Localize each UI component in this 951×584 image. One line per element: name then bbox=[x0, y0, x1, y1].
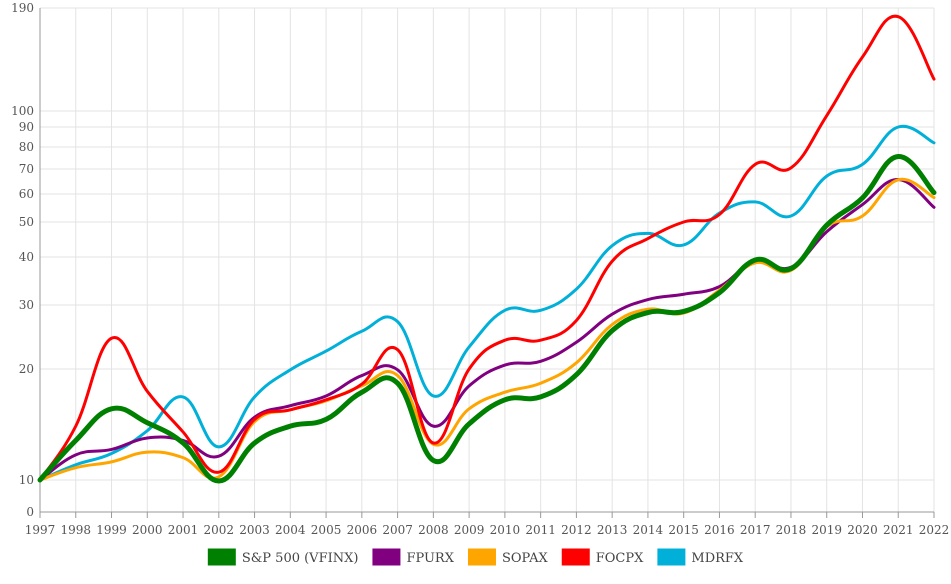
series-lines bbox=[37, 14, 937, 484]
x-tick-label: 2016 bbox=[704, 523, 735, 537]
legend[interactable]: S&P 500 (VFINX) FPURX SOPAX FOCPX MDRFX bbox=[207, 548, 744, 567]
legend-swatch bbox=[467, 548, 496, 566]
x-tick-label: 2000 bbox=[132, 523, 163, 537]
x-tick-label: 2015 bbox=[668, 523, 699, 537]
x-tick-label: 2013 bbox=[597, 523, 628, 537]
y-tick-label: 40 bbox=[19, 250, 34, 264]
legend-item-fpurx[interactable]: FPURX bbox=[372, 548, 455, 567]
x-tick-label: 2017 bbox=[740, 523, 771, 537]
x-tick-label: 2003 bbox=[239, 523, 270, 537]
y-tick-label: 50 bbox=[19, 215, 34, 229]
x-tick-label: 2020 bbox=[847, 523, 878, 537]
legend-swatch bbox=[372, 548, 401, 566]
legend-label: MDRFX bbox=[691, 551, 744, 566]
axes bbox=[39, 8, 935, 518]
series-line-mdrfx bbox=[38, 124, 936, 482]
series-line-s-p-500-vfinx bbox=[37, 154, 937, 484]
legend-item-s-p-500-vfinx[interactable]: S&P 500 (VFINX) bbox=[207, 548, 359, 567]
legend-item-sopax[interactable]: SOPAX bbox=[467, 548, 549, 567]
y-tick-label: 0 bbox=[26, 505, 34, 519]
x-tick-label: 2010 bbox=[490, 523, 521, 537]
y-tick-label: 70 bbox=[19, 162, 34, 176]
x-tick-label: 2022 bbox=[919, 523, 950, 537]
y-tick-label: 80 bbox=[19, 140, 34, 154]
x-tick-label: 2012 bbox=[561, 523, 592, 537]
y-tick-label: 60 bbox=[19, 187, 34, 201]
legend-label: S&P 500 (VFINX) bbox=[242, 551, 359, 566]
x-tick-label: 2001 bbox=[168, 523, 199, 537]
x-tick-label: 2007 bbox=[382, 523, 413, 537]
legend-label: SOPAX bbox=[502, 551, 549, 566]
y-axis-ticks: 0 10 20 30 40 50 60 70 80 90 100 190 bbox=[11, 1, 34, 519]
x-tick-label: 2008 bbox=[418, 523, 449, 537]
x-tick-label: 2014 bbox=[633, 523, 664, 537]
series-line-focpx bbox=[38, 14, 936, 482]
y-tick-label: 30 bbox=[19, 298, 34, 312]
x-tick-label: 2006 bbox=[347, 523, 378, 537]
y-tick-label: 10 bbox=[19, 473, 34, 487]
legend-swatch bbox=[657, 548, 686, 566]
legend-label: FOCPX bbox=[596, 551, 644, 566]
y-tick-label: 100 bbox=[11, 104, 34, 118]
x-tick-label: 2004 bbox=[275, 523, 306, 537]
x-tick-label: 1998 bbox=[60, 523, 91, 537]
y-tick-label: 20 bbox=[19, 362, 34, 376]
y-tick-label: 90 bbox=[19, 120, 34, 134]
legend-label: FPURX bbox=[406, 551, 454, 566]
x-axis-ticks: 1997 1998 1999 2000 2001 2002 2003 2004 2005 2006… bbox=[25, 523, 950, 537]
x-tick-label: 1999 bbox=[96, 523, 127, 537]
legend-swatch bbox=[561, 548, 590, 566]
x-tick-label: 1997 bbox=[25, 523, 56, 537]
x-tick-label: 2021 bbox=[883, 523, 914, 537]
y-tick-label: 190 bbox=[11, 1, 34, 15]
x-tick-label: 2005 bbox=[311, 523, 342, 537]
x-tick-label: 2018 bbox=[776, 523, 807, 537]
legend-swatch bbox=[207, 548, 236, 566]
x-tick-label: 2009 bbox=[454, 523, 485, 537]
legend-item-focpx[interactable]: FOCPX bbox=[561, 548, 644, 567]
x-tick-label: 2011 bbox=[525, 523, 556, 537]
x-tick-label: 2019 bbox=[811, 523, 842, 537]
x-tick-label: 2002 bbox=[204, 523, 235, 537]
legend-item-mdrfx[interactable]: MDRFX bbox=[657, 548, 744, 567]
